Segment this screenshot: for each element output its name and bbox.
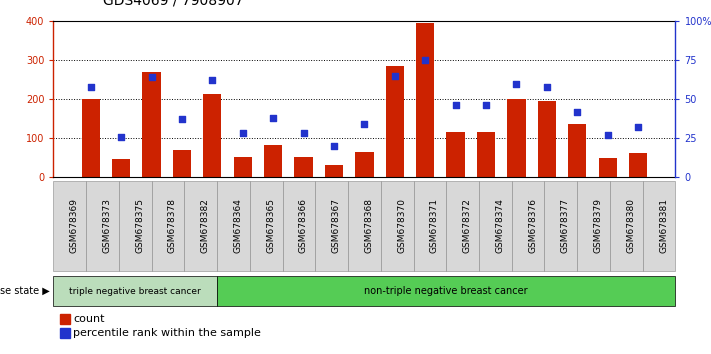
Text: percentile rank within the sample: percentile rank within the sample xyxy=(73,328,261,338)
Text: disease state ▶: disease state ▶ xyxy=(0,286,50,296)
Text: GSM678364: GSM678364 xyxy=(233,198,242,253)
Point xyxy=(572,109,583,114)
Text: GSM678381: GSM678381 xyxy=(659,198,668,253)
Point xyxy=(419,57,431,63)
Bar xyxy=(508,99,525,177)
Text: GSM678369: GSM678369 xyxy=(70,198,79,253)
Text: GSM678378: GSM678378 xyxy=(168,198,177,253)
Bar xyxy=(477,132,495,177)
Bar xyxy=(629,153,647,177)
Bar xyxy=(385,66,404,177)
Point xyxy=(632,124,643,130)
Point xyxy=(358,121,370,127)
Bar xyxy=(325,165,343,177)
Text: GSM678380: GSM678380 xyxy=(626,198,636,253)
Point xyxy=(115,134,127,139)
Bar xyxy=(82,99,100,177)
Text: GSM678371: GSM678371 xyxy=(430,198,439,253)
Text: GSM678373: GSM678373 xyxy=(102,198,112,253)
Bar xyxy=(234,157,252,177)
Point xyxy=(237,131,248,136)
Text: count: count xyxy=(73,314,105,324)
Point xyxy=(85,84,97,90)
Point xyxy=(267,115,279,121)
Bar xyxy=(416,23,434,177)
Point xyxy=(389,73,400,79)
Text: GSM678377: GSM678377 xyxy=(561,198,570,253)
Text: GSM678366: GSM678366 xyxy=(299,198,308,253)
Bar xyxy=(294,157,313,177)
Point xyxy=(450,103,461,108)
Text: non-triple negative breast cancer: non-triple negative breast cancer xyxy=(365,286,528,296)
Point xyxy=(602,132,614,138)
Point xyxy=(328,143,340,149)
Bar xyxy=(538,101,556,177)
Text: GSM678365: GSM678365 xyxy=(266,198,275,253)
Text: GSM678372: GSM678372 xyxy=(463,198,471,253)
Text: GSM678370: GSM678370 xyxy=(397,198,406,253)
Bar xyxy=(356,152,373,177)
Bar xyxy=(599,158,616,177)
Bar xyxy=(264,145,282,177)
Text: GSM678375: GSM678375 xyxy=(135,198,144,253)
Point xyxy=(510,81,522,86)
Text: GSM678374: GSM678374 xyxy=(496,198,504,253)
Text: GSM678382: GSM678382 xyxy=(201,198,210,253)
Point xyxy=(541,84,552,90)
Point xyxy=(298,131,309,136)
Bar xyxy=(568,124,587,177)
Bar xyxy=(173,150,191,177)
Text: triple negative breast cancer: triple negative breast cancer xyxy=(69,287,201,296)
Point xyxy=(207,78,218,83)
Text: GSM678379: GSM678379 xyxy=(594,198,603,253)
Bar xyxy=(203,94,221,177)
Text: GSM678368: GSM678368 xyxy=(364,198,373,253)
Bar xyxy=(142,72,161,177)
Point xyxy=(176,116,188,122)
Point xyxy=(146,74,157,80)
Point xyxy=(481,103,492,108)
Text: GDS4069 / 7908907: GDS4069 / 7908907 xyxy=(103,0,244,7)
Bar xyxy=(447,132,465,177)
Text: GSM678376: GSM678376 xyxy=(528,198,537,253)
Bar xyxy=(112,159,130,177)
Text: GSM678367: GSM678367 xyxy=(331,198,341,253)
